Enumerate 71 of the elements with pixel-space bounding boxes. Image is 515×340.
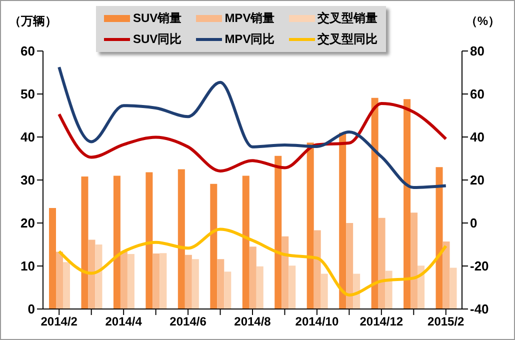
bar: [242, 176, 250, 309]
y-tick-label: 50: [20, 86, 35, 102]
line-series: [58, 228, 448, 297]
bar: [371, 98, 378, 309]
bar: [274, 156, 282, 309]
bar: [88, 240, 96, 309]
x-tick-label: 2014/8: [234, 314, 272, 329]
line-series: [58, 102, 448, 172]
bar: [436, 167, 443, 309]
bar: [249, 246, 256, 309]
x-tick-label: 2014/10: [295, 314, 339, 329]
bar: [256, 266, 264, 309]
bar: [346, 223, 354, 309]
bar: [210, 184, 218, 309]
y2-tick-label: 60: [470, 86, 484, 102]
line-series: [58, 66, 448, 190]
x-tick-label: 2014/2: [40, 314, 78, 329]
bar: [56, 252, 63, 309]
y2-axis-title: （%）: [465, 13, 500, 30]
bar: [353, 274, 360, 309]
y-tick-label: 30: [20, 172, 35, 188]
bar: [184, 254, 192, 309]
y-tick-label: 40: [20, 130, 35, 145]
y2-tick-label: -20: [470, 258, 489, 274]
bar: [385, 270, 392, 309]
y2-tick-label: -40: [470, 302, 489, 317]
bar: [282, 236, 289, 309]
legend-label: SUV销量: [133, 10, 182, 27]
bar: [192, 259, 199, 309]
y-tick-label: 0: [28, 302, 35, 317]
bar: [120, 252, 128, 309]
bar: [146, 172, 153, 309]
legend-label: MPV销量: [224, 10, 275, 27]
legend-label: 交叉型同比: [318, 31, 378, 48]
bar: [450, 268, 457, 309]
bar: [95, 244, 102, 309]
bar: [320, 274, 328, 309]
bar: [404, 99, 411, 309]
bar: [152, 254, 160, 309]
y-axis-title: （万辆）: [9, 13, 57, 30]
bar: [442, 241, 450, 309]
bar: [418, 266, 425, 309]
y2-tick-label: 80: [470, 44, 484, 59]
bar: [217, 259, 224, 309]
bar: [378, 218, 386, 309]
legend-label: MPV同比: [224, 31, 275, 48]
bar: [314, 230, 321, 309]
x-tick-label: 2015/2: [428, 314, 465, 329]
x-tick-label: 2014/12: [360, 314, 404, 329]
bar: [410, 212, 418, 309]
y2-tick-label: 40: [470, 130, 484, 145]
bar: [63, 262, 70, 309]
legend-label: SUV同比: [133, 31, 182, 48]
legend-label: 交叉型销量: [318, 10, 378, 27]
bar: [81, 176, 88, 309]
bar: [127, 254, 134, 309]
y-tick-label: 10: [20, 258, 35, 274]
y-tick-label: 60: [20, 44, 35, 59]
bar: [113, 176, 120, 309]
bar: [178, 169, 185, 309]
bar: [160, 253, 167, 309]
bar: [288, 266, 296, 309]
bar: [339, 132, 346, 309]
x-tick-label: 2014/4: [105, 314, 142, 329]
bar: [306, 142, 314, 309]
x-tick-label: 2014/6: [170, 314, 207, 329]
bar: [224, 272, 232, 309]
bar: [49, 208, 56, 309]
y-tick-label: 20: [20, 216, 35, 231]
y2-tick-label: 20: [470, 172, 484, 188]
y2-tick-label: 0: [470, 216, 478, 231]
